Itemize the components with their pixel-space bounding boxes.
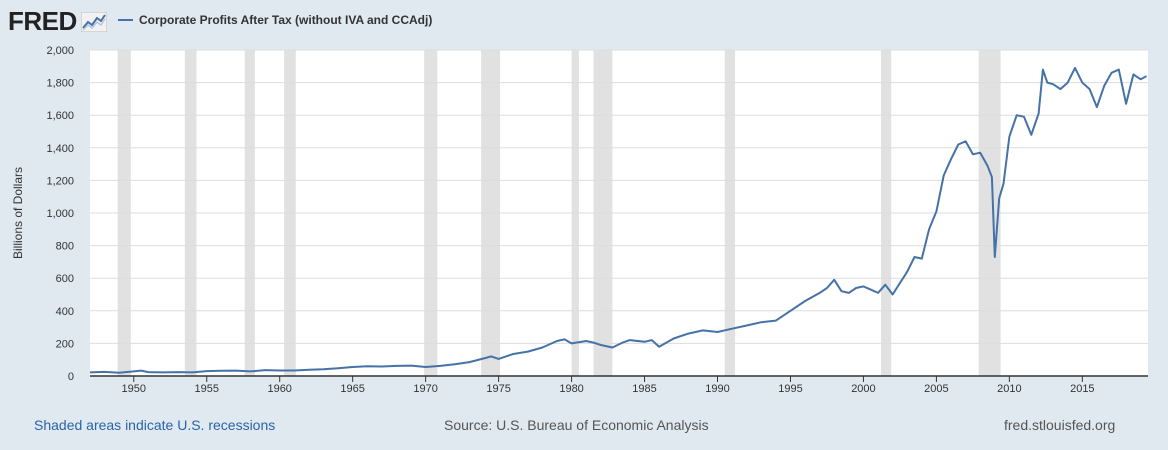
y-tick-label: 1,800 [46,78,74,90]
y-tick-label: 1,200 [46,175,74,187]
x-tick-label: 1960 [267,383,291,395]
x-tick-label: 1985 [632,383,656,395]
x-tick-label: 1990 [705,383,729,395]
x-tick-label: 2015 [1070,383,1094,395]
x-tick-label: 2010 [997,383,1021,395]
x-tick-label: 2005 [924,383,948,395]
y-axis-title: Billions of Dollars [11,167,25,259]
mini-chart-icon [80,11,107,32]
x-tick-label: 1975 [486,383,510,395]
source-note: Source: U.S. Bureau of Economic Analysis [444,417,709,433]
y-tick-label: 1,600 [46,110,74,122]
y-tick-label: 400 [56,306,74,318]
recession-note-link[interactable]: Shaded areas indicate U.S. recessions [34,417,276,433]
fred-logo[interactable]: FRED [8,6,107,37]
chart-legend[interactable]: Corporate Profits After Tax (without IVA… [118,13,432,27]
legend-line-swatch [118,19,133,21]
y-tick-label: 600 [56,273,74,285]
x-tick-label: 2000 [851,383,875,395]
line-chart: 0 200 400 600 800 1,000 1,200 1,400 1,600 1,800 2,… [11,45,1148,395]
y-tick-label: 200 [56,338,74,350]
y-tick-label: 1,400 [46,143,74,155]
x-tick-label: 1980 [559,383,583,395]
y-tick-label: 800 [56,241,74,253]
series-line [89,66,1147,374]
x-tick-label: 1995 [778,383,802,395]
y-tick-label: 0 [68,371,74,383]
y-tick-label: 1,000 [46,208,74,220]
x-tick-label: 1970 [413,383,437,395]
legend-series-label: Corporate Profits After Tax (without IVA… [139,13,433,27]
fred-logo-text: FRED [8,6,77,36]
y-tick-label: 2,000 [46,45,74,57]
x-tick-label: 1950 [122,383,146,395]
x-tick-label: 1965 [340,383,364,395]
site-link[interactable]: fred.stlouisfed.org [1004,417,1116,433]
x-tick-label: 1955 [195,383,219,395]
